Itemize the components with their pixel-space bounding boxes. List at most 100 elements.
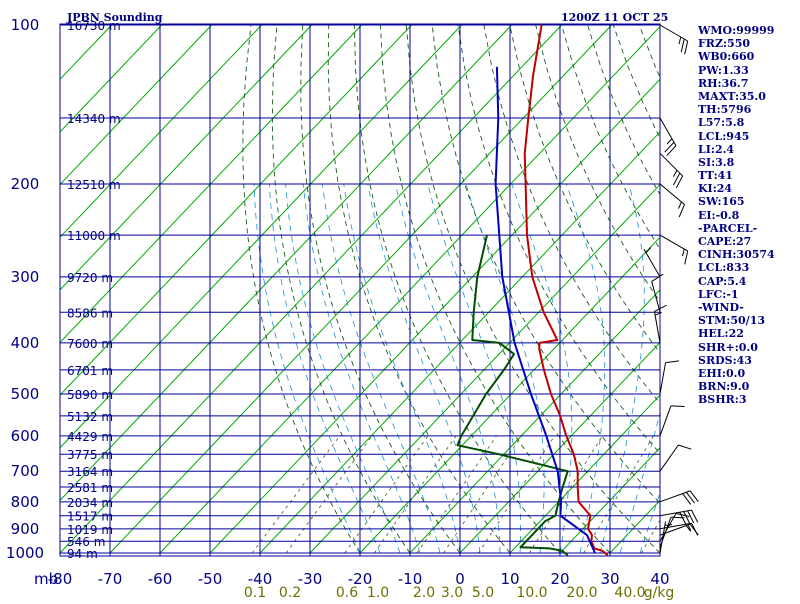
wind-barb-staff bbox=[660, 235, 688, 251]
moist-adiabat bbox=[600, 184, 644, 553]
isotherm-line bbox=[160, 25, 662, 553]
index-item: BSHR:3 bbox=[698, 393, 798, 406]
dry-adiabat bbox=[328, 25, 510, 553]
pressure-tick-label: 100 bbox=[11, 16, 40, 34]
wind-barb-staff bbox=[660, 363, 666, 395]
temperature-tick-label: -70 bbox=[98, 570, 123, 588]
moist-adiabat bbox=[286, 184, 400, 553]
wind-barb-full bbox=[681, 251, 691, 264]
pressure-tick-label: 400 bbox=[11, 334, 40, 352]
mixing-ratio-label: 0.1 bbox=[244, 585, 266, 600]
pressure-tick-label: 900 bbox=[11, 520, 40, 538]
pressure-tick-label: 200 bbox=[11, 175, 40, 193]
wind-barb-staff bbox=[660, 445, 678, 471]
wind-barb-full bbox=[676, 204, 687, 217]
mixing-ratio-label: 0.6 bbox=[336, 585, 358, 600]
height-label: 8586 m bbox=[67, 306, 113, 320]
temperature-tick-label: -30 bbox=[298, 570, 323, 588]
mixing-ratio-label: g/kg bbox=[644, 585, 675, 600]
mixing-ratio-line bbox=[286, 436, 372, 553]
pressure-tick-label: 600 bbox=[11, 427, 40, 445]
index-item: CINH:30574 bbox=[698, 248, 798, 261]
pressure-tick-label: 800 bbox=[11, 493, 40, 511]
index-item: LFC:-1 bbox=[698, 288, 798, 301]
wind-barb bbox=[651, 274, 673, 312]
dry-adiabat bbox=[380, 25, 610, 553]
pressure-tick-label: 1000 bbox=[6, 544, 44, 562]
mixing-ratio-label: 20.0 bbox=[566, 585, 597, 600]
sounding-timestamp: 1200Z 11 OCT 25 bbox=[561, 11, 668, 24]
height-label: 7600 m bbox=[67, 337, 113, 351]
index-item: PW:1.33 bbox=[698, 64, 798, 77]
moist-adiabat bbox=[303, 184, 420, 553]
index-item: TH:5796 bbox=[698, 103, 798, 116]
temperature-tick-label: -50 bbox=[198, 570, 223, 588]
isotherm-line bbox=[0, 25, 412, 553]
index-item: KI:24 bbox=[698, 182, 798, 195]
mixing-ratio-label: 1.0 bbox=[367, 585, 389, 600]
wind-barb bbox=[660, 442, 691, 479]
wind-barb bbox=[660, 489, 698, 514]
index-item: BRN:9.0 bbox=[698, 380, 798, 393]
index-item: MAXT:35.0 bbox=[698, 90, 798, 103]
pressure-unit-label: mb bbox=[34, 570, 58, 588]
height-label: 1517 m bbox=[67, 510, 113, 524]
index-item: TT:41 bbox=[698, 169, 798, 182]
height-label: 5890 m bbox=[67, 388, 113, 402]
height-label: 6701 m bbox=[67, 364, 113, 378]
moist-adiabat bbox=[344, 184, 460, 553]
height-label: 5132 m bbox=[67, 410, 113, 424]
mixing-ratio-label: 2.0 bbox=[413, 585, 435, 600]
dry-adiabat bbox=[272, 25, 410, 553]
mixing-ratio-line bbox=[584, 436, 654, 553]
height-label: 2034 m bbox=[67, 496, 113, 510]
mixing-ratio-label: 10.0 bbox=[516, 585, 547, 600]
height-label: 12510 m bbox=[67, 178, 121, 192]
wind-barb bbox=[654, 235, 692, 264]
index-item: LI:2.4 bbox=[698, 143, 798, 156]
wind-barb bbox=[652, 184, 688, 217]
wind-barb-full bbox=[651, 274, 665, 281]
index-item: L57:5.8 bbox=[698, 116, 798, 129]
index-item: SW:165 bbox=[698, 195, 798, 208]
wind-barb bbox=[654, 305, 673, 343]
wind-barb bbox=[660, 359, 679, 397]
index-item: LCL:833 bbox=[698, 261, 798, 274]
dry-adiabat bbox=[406, 25, 660, 553]
height-label: 3164 m bbox=[67, 465, 113, 479]
wind-barb-full bbox=[678, 442, 691, 453]
index-item: EI:-0.8 bbox=[698, 209, 798, 222]
wind-barb-full bbox=[683, 492, 691, 506]
wind-barb-staff bbox=[660, 153, 683, 176]
wind-barb-full bbox=[690, 489, 698, 503]
index-item: FRZ:550 bbox=[698, 37, 798, 50]
index-item: RH:36.7 bbox=[698, 77, 798, 90]
index-item: -WIND- bbox=[698, 301, 798, 314]
wind-barb-staff bbox=[644, 249, 660, 277]
mixing-ratio-label: 3.0 bbox=[441, 585, 463, 600]
index-item: LCL:945 bbox=[698, 130, 798, 143]
wind-barb-full bbox=[686, 491, 694, 505]
mixing-ratio-line bbox=[417, 436, 496, 553]
temperature-tick-label: -60 bbox=[148, 570, 173, 588]
mixing-ratio-label: 40.0 bbox=[614, 585, 645, 600]
index-item: SRDS:43 bbox=[698, 354, 798, 367]
index-item: SHR+:0.0 bbox=[698, 341, 798, 354]
wind-barb bbox=[660, 402, 685, 440]
height-label: 94 m bbox=[67, 547, 98, 561]
mixing-ratio-label: 0.2 bbox=[279, 585, 301, 600]
wind-barb-full bbox=[666, 359, 679, 365]
pressure-tick-label: 700 bbox=[11, 462, 40, 480]
pressure-tick-label: 500 bbox=[11, 385, 40, 403]
pressure-tick-label: 300 bbox=[11, 268, 40, 286]
index-item: WMO:99999 bbox=[698, 24, 798, 37]
index-item: SI:3.8 bbox=[698, 156, 798, 169]
index-item: -PARCEL- bbox=[698, 222, 798, 235]
index-item: CAPE:27 bbox=[698, 235, 798, 248]
isotherm-line bbox=[260, 25, 762, 553]
wind-barb-full bbox=[692, 523, 698, 536]
sounding-title: JPBN Sounding bbox=[66, 11, 163, 24]
wind-barb-staff bbox=[660, 118, 676, 146]
